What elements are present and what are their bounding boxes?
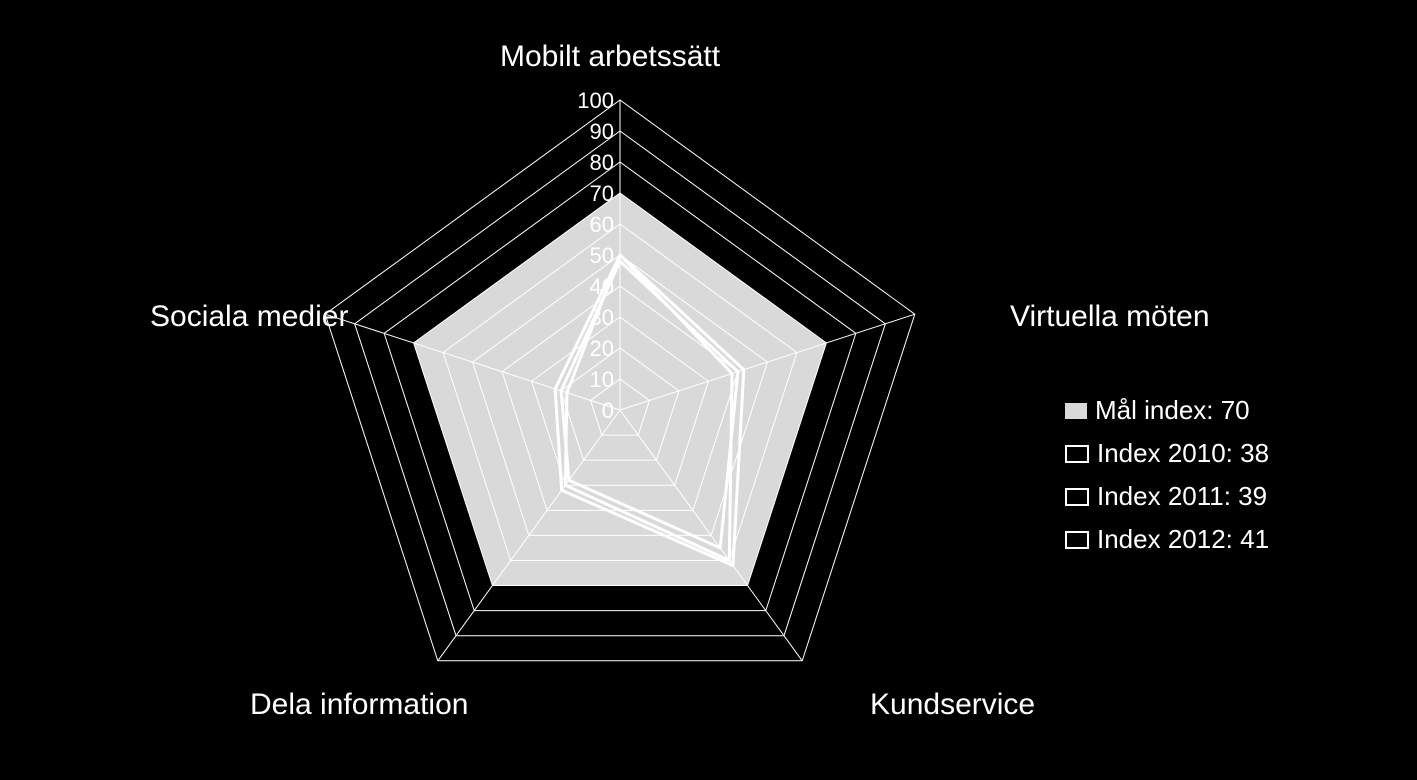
tick-label: 20 <box>574 336 614 362</box>
legend-item: Index 2011: 39 <box>1065 481 1269 512</box>
legend-item: Mål index: 70 <box>1065 395 1269 426</box>
legend-item: Index 2010: 38 <box>1065 438 1269 469</box>
tick-label: 50 <box>574 243 614 269</box>
radar-chart-container: Mobilt arbetssätt Virtuella möten Kundserv… <box>0 0 1417 780</box>
legend: Mål index: 70 Index 2010: 38 Index 2011: 3… <box>1065 395 1269 567</box>
legend-swatch <box>1065 488 1089 506</box>
tick-label: 60 <box>574 212 614 238</box>
tick-label: 90 <box>574 119 614 145</box>
legend-swatch <box>1065 403 1087 419</box>
legend-label: Index 2010: 38 <box>1097 438 1269 469</box>
axis-label: Sociala medier <box>150 300 348 334</box>
axis-label: Dela information <box>250 688 468 722</box>
radar-chart-svg <box>0 0 1417 780</box>
legend-swatch <box>1065 445 1089 463</box>
tick-label: 10 <box>574 367 614 393</box>
axis-label: Mobilt arbetssätt <box>500 40 720 74</box>
tick-label: 70 <box>574 181 614 207</box>
legend-item: Index 2012: 41 <box>1065 524 1269 555</box>
axis-label: Kundservice <box>870 688 1035 722</box>
tick-label: 40 <box>574 274 614 300</box>
legend-label: Mål index: 70 <box>1095 395 1250 426</box>
tick-label: 30 <box>574 305 614 331</box>
legend-label: Index 2011: 39 <box>1097 481 1267 512</box>
legend-swatch <box>1065 531 1089 549</box>
legend-label: Index 2012: 41 <box>1097 524 1269 555</box>
tick-label: 80 <box>574 150 614 176</box>
axis-label: Virtuella möten <box>1010 300 1210 334</box>
tick-label: 0 <box>574 398 614 424</box>
tick-label: 100 <box>574 88 614 114</box>
